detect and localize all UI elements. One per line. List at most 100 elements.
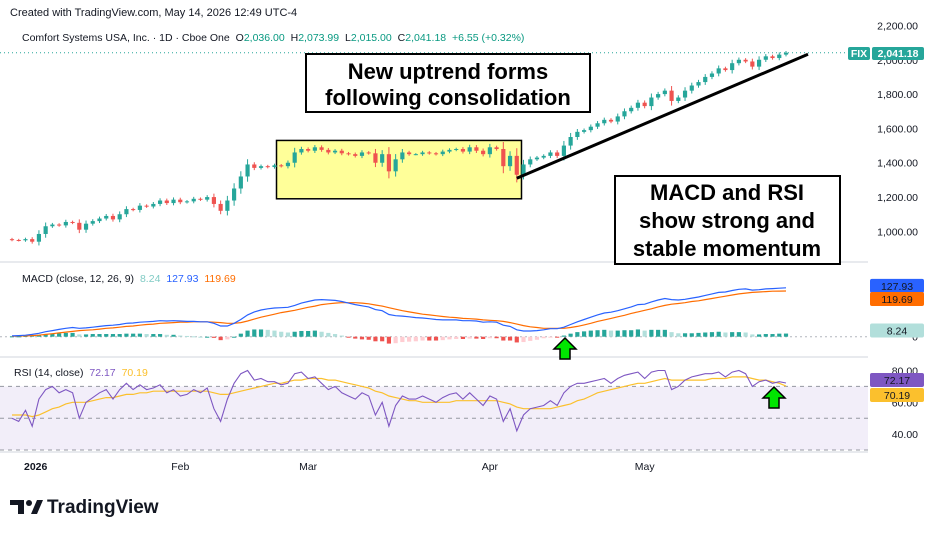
candle-body	[380, 154, 385, 163]
macd-histogram-bar	[312, 330, 317, 337]
macd-histogram-bar	[393, 336, 398, 344]
macd-histogram-bar	[528, 336, 533, 341]
candle	[104, 214, 109, 221]
annotation-momentum-line2: show strong and	[639, 208, 815, 233]
macd-histogram-bar	[669, 332, 674, 337]
candle-body	[57, 224, 62, 226]
candle-body	[770, 56, 775, 59]
macd-histogram-bar	[763, 334, 768, 337]
macd-histogram-bar	[117, 334, 122, 337]
rsi-legend[interactable]: RSI (14, close) 72.17 70.19	[14, 367, 148, 379]
macd-histogram-bar	[380, 336, 385, 342]
candle-body	[252, 164, 257, 168]
candle-body	[312, 147, 317, 151]
macd-histogram-bar	[615, 330, 620, 337]
macd-histogram-bar	[427, 336, 432, 341]
candle-body	[117, 214, 122, 220]
candle-body	[23, 239, 28, 241]
histogram-value-tag-text: 8.24	[887, 326, 908, 338]
macd-histogram-bar	[238, 333, 243, 337]
candle-body	[730, 63, 735, 71]
macd-histogram-bar	[420, 336, 425, 341]
tradingview-logo[interactable]: TradingView	[10, 497, 159, 518]
candle-body	[326, 149, 331, 153]
macd-histogram-bar	[211, 336, 216, 338]
macd-histogram-bar	[225, 336, 230, 340]
annotation-momentum: MACD and RSI show strong and stable mome…	[614, 175, 841, 265]
macd-histogram-bar	[319, 331, 324, 337]
candle	[595, 121, 600, 129]
candle-body	[689, 85, 694, 91]
candle	[205, 195, 210, 202]
rsi-axis-tick-label: 40.00	[892, 429, 918, 441]
macd-histogram-bar	[83, 334, 89, 337]
candle-body	[63, 221, 68, 226]
candle	[487, 143, 492, 158]
candle	[662, 88, 667, 97]
macd-histogram-bar	[460, 336, 466, 340]
macd-axis-tick-label: 0	[912, 332, 918, 344]
rsi-legend-ma: 70.19	[122, 367, 148, 379]
macd-histogram-bar	[198, 336, 203, 338]
candle	[144, 204, 149, 208]
macd-histogram-bar	[783, 333, 789, 337]
candle-body	[184, 201, 190, 203]
candle	[528, 156, 533, 168]
macd-histogram-bar	[555, 336, 560, 338]
annotation-uptrend: New uptrend forms following consolidatio…	[305, 53, 591, 113]
price-pane[interactable]: 1,000.00 1,200.00 1,400.00 1,600.00 1,800.00…	[0, 20, 918, 246]
time-axis-tick-label: Mar	[299, 461, 318, 473]
high-label: H	[291, 32, 299, 44]
macd-histogram-bar	[696, 332, 701, 337]
candle-body	[386, 154, 391, 172]
candle	[218, 200, 223, 215]
candle-body	[43, 226, 48, 234]
candle-body	[507, 155, 513, 167]
current-price-tag[interactable]: FIX 2,041.18	[848, 47, 924, 60]
macd-histogram-bar	[9, 336, 15, 338]
candle	[292, 147, 297, 168]
macd-histogram-bar	[548, 336, 553, 338]
annotation-momentum-line1: MACD and RSI	[650, 180, 804, 205]
candle	[70, 220, 75, 225]
macd-histogram-bar	[676, 333, 681, 337]
candle-body	[191, 198, 196, 202]
macd-histogram-bar	[635, 329, 641, 337]
macd-histogram-bar	[501, 336, 506, 341]
uptrend-trendline	[516, 52, 809, 180]
candle	[9, 237, 15, 242]
candle-body	[413, 154, 418, 156]
annotation-momentum-box	[614, 175, 841, 265]
candle-body	[164, 200, 169, 204]
candle-body	[346, 153, 351, 155]
macd-histogram-bar	[413, 336, 418, 342]
candle	[400, 149, 405, 163]
candle-body	[97, 218, 102, 222]
candle-body	[777, 54, 782, 59]
candle-body	[70, 221, 75, 223]
symbol-legend[interactable]: Comfort Systems USA, Inc. · 1D · Cboe On…	[22, 32, 524, 44]
macd-line	[11, 287, 787, 337]
candle-body	[696, 82, 701, 86]
candle	[763, 54, 768, 62]
macd-histogram-bar	[272, 330, 277, 337]
low-value: 2,015.00	[351, 32, 392, 44]
macd-legend-label: MACD (close, 12, 26, 9)	[22, 273, 134, 285]
candle	[353, 152, 358, 158]
candle-body	[400, 152, 405, 160]
macd-value-tag: 127.93	[870, 278, 924, 293]
rsi-ma-value-tag-text: 70.19	[884, 390, 910, 402]
macd-histogram-bar	[245, 330, 250, 337]
candle	[756, 56, 762, 71]
candle-body	[783, 52, 789, 55]
signal-value-tag: 119.69	[870, 291, 924, 306]
macd-legend[interactable]: MACD (close, 12, 26, 9) 8.24 127.93 119.…	[22, 273, 236, 285]
time-axis-tick-label: 2026	[24, 461, 48, 473]
macd-histogram-bar	[433, 336, 439, 341]
macd-histogram-bar	[649, 329, 654, 337]
candle-body	[178, 199, 183, 203]
macd-histogram-bar	[373, 336, 378, 342]
candle-body	[736, 59, 741, 64]
